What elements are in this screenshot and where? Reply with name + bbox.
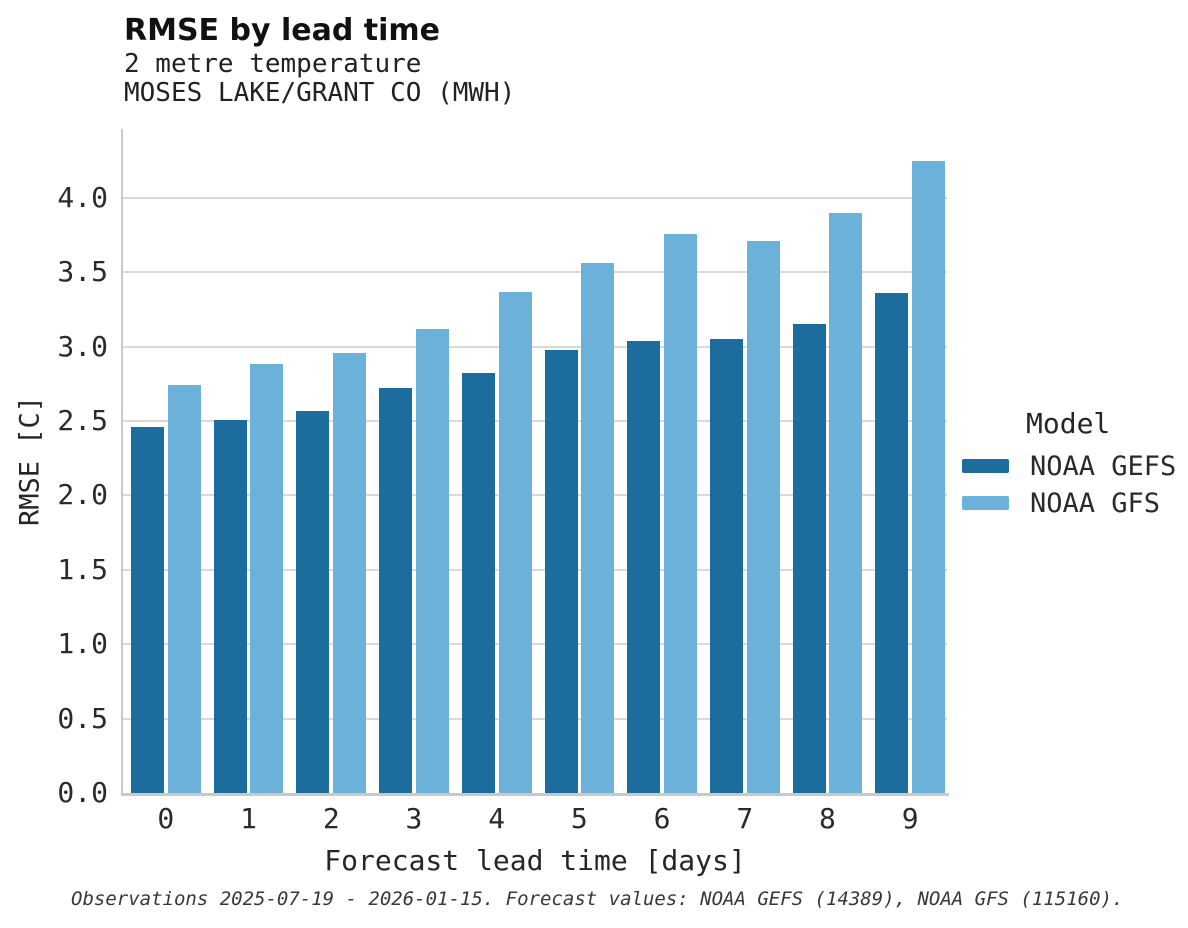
- bar-noaa-gfs-day6: [663, 233, 697, 793]
- bar-noaa-gefs-day4: [461, 373, 495, 793]
- x-axis-title: Forecast lead time [days]: [324, 844, 746, 877]
- legend-title: Model: [1026, 407, 1111, 440]
- chart-subtitle-variable: 2 metre temperature: [124, 49, 422, 79]
- gridline: [123, 494, 947, 497]
- bar-noaa-gefs-day9: [875, 293, 909, 793]
- x-tick-label: 3: [405, 802, 423, 835]
- bar-noaa-gefs-day5: [544, 349, 578, 793]
- bar-noaa-gfs-day7: [746, 240, 780, 793]
- gridline: [123, 717, 947, 720]
- legend-entry: NOAA GFS: [962, 487, 1176, 519]
- legend-entry: NOAA GEFS: [962, 450, 1177, 482]
- legend-label: NOAA GEFS: [1030, 450, 1177, 482]
- chart-title: RMSE by lead time: [124, 13, 440, 48]
- gridline: [123, 196, 947, 199]
- header: RMSE by lead time 2 metre temperature MO…: [124, 12, 515, 108]
- y-tick-label: 3.0: [57, 329, 108, 363]
- y-tick-label: 3.5: [57, 255, 108, 289]
- bar-noaa-gefs-day3: [379, 388, 413, 793]
- bar-noaa-gfs-day8: [829, 212, 863, 793]
- x-tick-label: 8: [819, 802, 836, 835]
- legend-swatch: [962, 459, 1009, 473]
- x-tick-label: 9: [901, 802, 919, 835]
- gridline: [123, 345, 947, 348]
- bar-noaa-gfs-day9: [912, 160, 945, 793]
- plot-area: [123, 129, 947, 793]
- bar-noaa-gfs-day3: [415, 328, 449, 793]
- bar-noaa-gefs-day7: [709, 339, 743, 793]
- y-tick-label: 2.5: [57, 404, 108, 437]
- x-axis-tick-labels: 0 1 2 3 4 5 6 7 8 9: [123, 802, 947, 838]
- x-tick-label: 1: [240, 802, 257, 835]
- legend-label: NOAA GFS: [1030, 487, 1161, 519]
- bar-noaa-gefs-day8: [792, 324, 826, 793]
- legend-entries: NOAA GEFS NOAA GFS: [962, 450, 1177, 519]
- footer-note: Observations 2025-07-19 - 2026-01-15. Fo…: [71, 888, 1124, 910]
- bar-noaa-gefs-day6: [627, 340, 661, 793]
- x-tick-label: 2: [322, 802, 340, 835]
- y-axis-spine: [121, 129, 123, 795]
- bar-noaa-gfs-day4: [498, 291, 532, 793]
- y-axis-tick-labels: 0.0 0.5 1.0 1.5 2.0 2.5 3.0 3.5 4.0: [0, 129, 108, 807]
- gridline: [123, 568, 947, 571]
- bar-noaa-gfs-day1: [250, 364, 284, 793]
- bar-noaa-gfs-day5: [581, 263, 615, 793]
- bar-noaa-gefs-day0: [131, 426, 164, 793]
- y-tick-label: 0.0: [57, 776, 108, 809]
- bar-noaa-gfs-day2: [333, 352, 367, 793]
- x-tick-label: 0: [157, 802, 175, 835]
- bar-noaa-gefs-day1: [213, 419, 247, 793]
- gridline: [123, 643, 947, 646]
- legend-swatch: [962, 496, 1009, 510]
- y-tick-label: 2.0: [57, 478, 108, 512]
- legend: Model NOAA GEFS NOAA GFS: [962, 408, 1176, 526]
- y-tick-label: 4.0: [57, 180, 108, 214]
- y-tick-label: 1.5: [57, 552, 108, 586]
- bar-noaa-gefs-day2: [296, 410, 330, 793]
- y-tick-label: 0.5: [57, 701, 108, 735]
- x-tick-label: 6: [653, 802, 671, 835]
- bar-noaa-gfs-day0: [167, 385, 201, 793]
- gridline: [123, 271, 947, 274]
- x-tick-label: 7: [736, 802, 754, 835]
- y-tick-label: 1.0: [57, 627, 108, 661]
- gridline: [123, 420, 947, 422]
- x-tick-label: 4: [488, 802, 506, 835]
- x-axis-spine: [121, 793, 949, 796]
- x-tick-label: 5: [570, 802, 588, 835]
- chart-subtitle-station: MOSES LAKE/GRANT CO (MWH): [124, 78, 516, 108]
